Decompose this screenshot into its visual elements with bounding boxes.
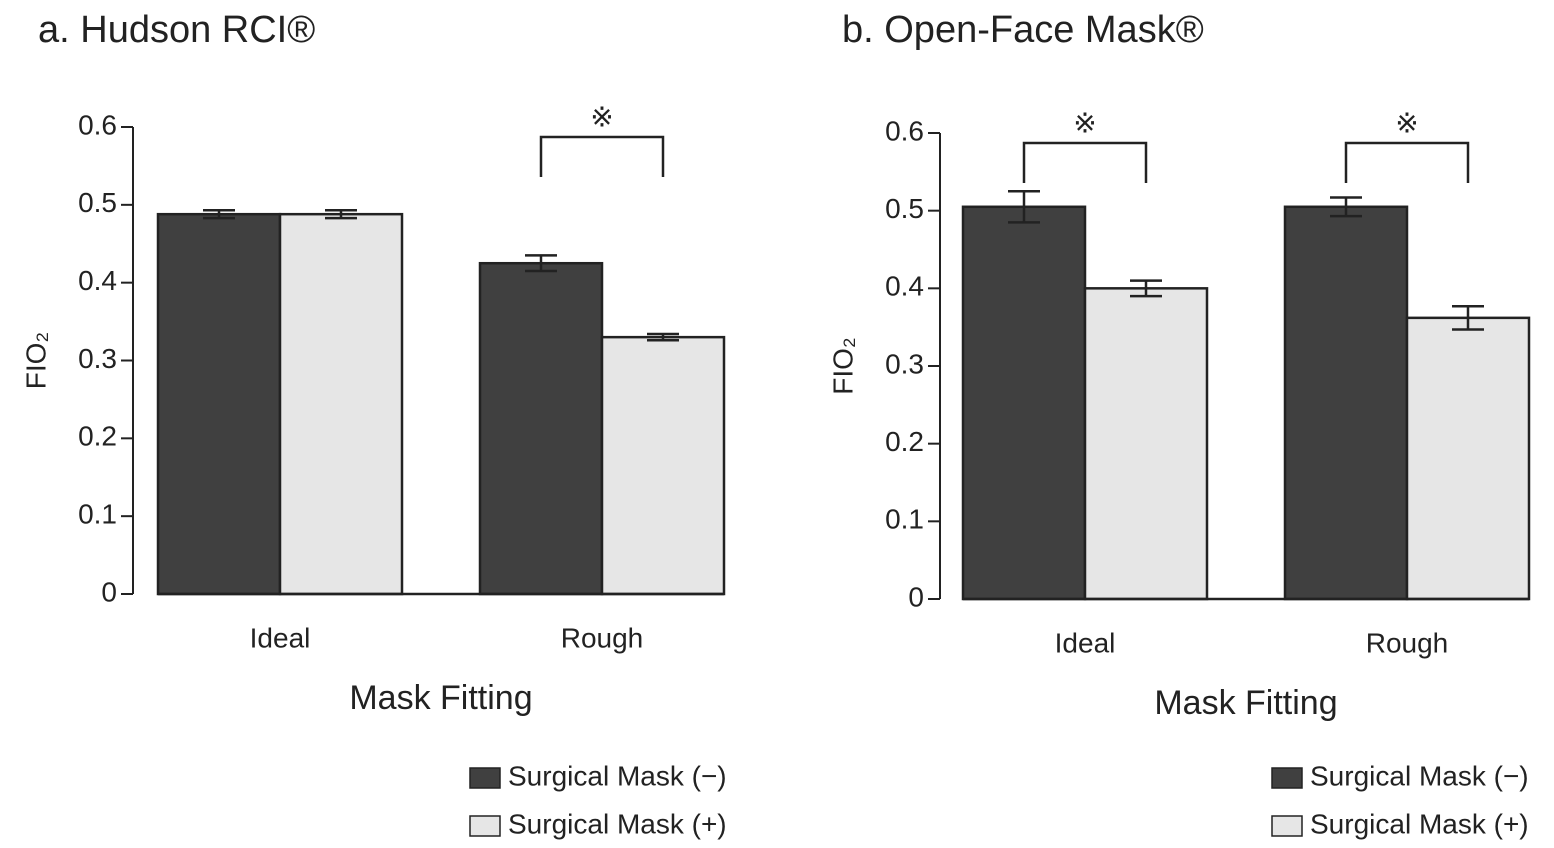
annotation: ※ [1073, 107, 1096, 138]
y-tick-label: 0.1 [885, 504, 924, 535]
bar [278, 212, 404, 596]
y-tick-label: 0.6 [885, 115, 924, 146]
significance-bracket [1022, 141, 1148, 183]
x-tick-label: Ideal [1055, 627, 1116, 658]
x-tick-label: Rough [561, 622, 644, 653]
error-bar [1452, 304, 1484, 331]
y-tick-label: 0 [908, 581, 924, 612]
error-bar [647, 332, 679, 342]
y-tick-label: 0.2 [78, 421, 117, 452]
legend-swatch [469, 815, 501, 837]
error-bar [203, 209, 235, 220]
x-tick-label: Rough [1366, 627, 1449, 658]
legend-label: Surgical Mask (−) [1310, 760, 1529, 791]
error-bar [1330, 196, 1362, 218]
y-tick-label: 0.4 [78, 265, 117, 296]
significance-bracket [539, 135, 665, 177]
chart: a. Hudson RCI® 0 0.1 0.2 0.3 0.4 0.5 0.6 FIO₂ Ide… [20, 9, 726, 839]
y-tick-label: 0.5 [885, 193, 924, 224]
y-tick-label: 0.4 [885, 271, 924, 302]
y-axis-label: FIO₂ [20, 332, 51, 390]
chart: b. Open-Face Mask® 0 0.1 0.2 0.3 0.4 0.5 0.6 FIO… [827, 9, 1531, 839]
error-bar [1130, 279, 1162, 298]
y-tick-label: 0 [101, 576, 117, 607]
x-tick-label: Ideal [250, 622, 311, 653]
bar [1283, 205, 1409, 601]
x-axis-label: Mask Fitting [1154, 684, 1337, 722]
legend-label: Surgical Mask (+) [1310, 808, 1529, 839]
y-tick-label: 0.3 [885, 348, 924, 379]
y-tick-label: 0.1 [78, 499, 117, 530]
significance-bracket [1344, 141, 1470, 183]
legend-swatch [1271, 815, 1303, 837]
error-bar [325, 209, 357, 220]
annotation: ※ [1395, 107, 1418, 138]
error-bar [1008, 190, 1040, 224]
error-bar [525, 254, 557, 273]
y-tick-label: 0.3 [78, 343, 117, 374]
y-axis-label: FIO₂ [827, 337, 858, 395]
y-tick-label: 0.2 [885, 426, 924, 457]
legend-label: Surgical Mask (−) [508, 760, 727, 791]
bar [1405, 316, 1531, 601]
bar [600, 335, 726, 596]
x-axis-label: Mask Fitting [349, 679, 532, 717]
legend-swatch [1271, 767, 1303, 789]
bar [156, 212, 282, 596]
legend-label: Surgical Mask (+) [508, 808, 727, 839]
chart-title: a. Hudson RCI® [38, 9, 315, 51]
bar [1083, 287, 1209, 601]
y-tick-label: 0.5 [78, 187, 117, 218]
y-tick-label: 0.6 [78, 109, 117, 140]
legend-swatch [469, 767, 501, 789]
bar [478, 261, 604, 596]
bar [961, 205, 1087, 601]
chart-title: b. Open-Face Mask® [842, 9, 1204, 51]
annotation: ※ [590, 101, 613, 132]
